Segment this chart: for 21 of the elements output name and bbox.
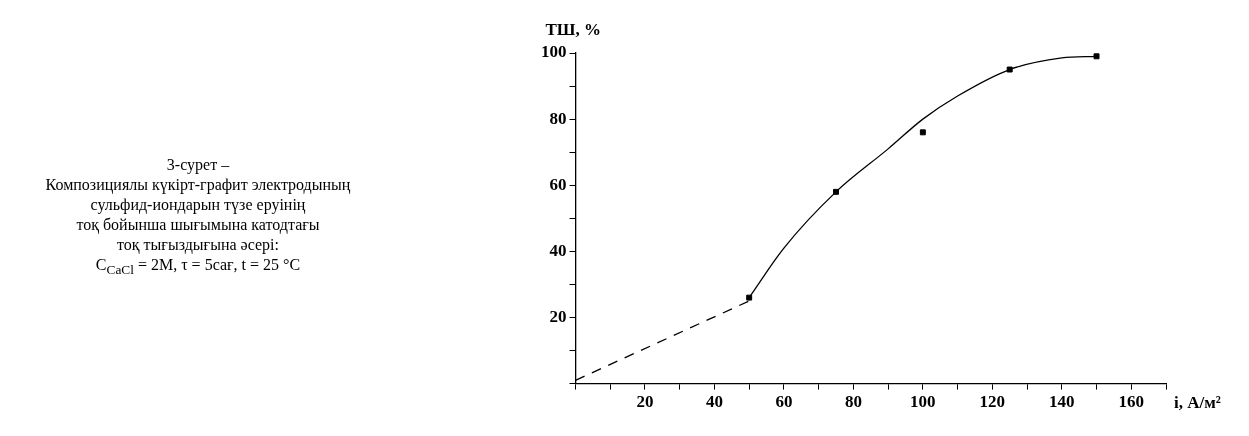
y-tick-label: 40 bbox=[549, 240, 567, 260]
y-axis-title: ТШ, % bbox=[545, 19, 602, 39]
y-tick-label: 20 bbox=[549, 306, 567, 326]
y-tick-label: 60 bbox=[549, 174, 567, 194]
text: 3-сурет – Композициялы күкірт-графит электродының сульфид-иондарын түзе еруінің тоқ бойынша шығымына катодтағы тоқ тығыздығына әсері: C$_{CaCl}$ = 2М, τ = 5сағ, t = 25 °C bbox=[44, 155, 352, 280]
x-tick-label: 160 bbox=[1118, 392, 1145, 412]
x-tick-label: 60 bbox=[775, 392, 793, 412]
y-tick-label: 100 bbox=[541, 42, 567, 62]
x-axis-title: i, А/м² bbox=[1174, 392, 1221, 412]
point bbox=[833, 188, 839, 195]
x-tick-label: 80 bbox=[844, 392, 862, 412]
point bbox=[1006, 66, 1013, 73]
point bbox=[1093, 53, 1100, 60]
x-tick-label: 20 bbox=[636, 392, 654, 412]
point bbox=[746, 294, 753, 301]
point bbox=[919, 129, 926, 136]
y-tick-label: 80 bbox=[549, 108, 567, 128]
x-tick-label: 100 bbox=[910, 392, 936, 412]
x-tick-label: 140 bbox=[1049, 392, 1075, 412]
x-tick-label: 40 bbox=[705, 392, 723, 412]
x-tick-label: 120 bbox=[979, 392, 1006, 412]
